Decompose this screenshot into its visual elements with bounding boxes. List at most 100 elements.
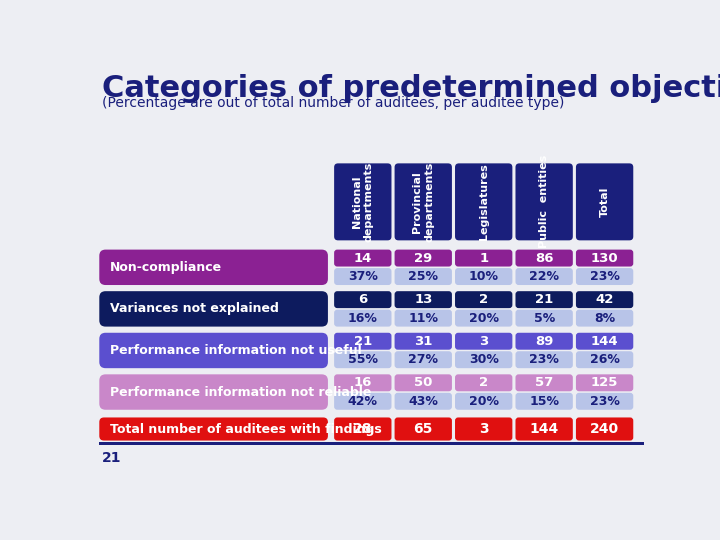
FancyBboxPatch shape [516,268,573,285]
Text: 23%: 23% [590,270,619,283]
FancyBboxPatch shape [334,268,392,285]
Text: 144: 144 [591,335,618,348]
FancyBboxPatch shape [334,309,392,327]
FancyBboxPatch shape [334,291,392,308]
Text: Legislatures: Legislatures [479,164,489,240]
FancyBboxPatch shape [99,291,328,327]
FancyBboxPatch shape [334,417,392,441]
Text: 30%: 30% [469,353,499,366]
Text: 20%: 20% [469,395,499,408]
Text: Performance information not useful: Performance information not useful [110,344,362,357]
FancyBboxPatch shape [455,164,513,240]
FancyBboxPatch shape [455,374,513,392]
Text: Public  entities: Public entities [539,155,549,248]
Text: 5%: 5% [534,312,555,325]
Text: 86: 86 [535,252,554,265]
Text: 15%: 15% [529,395,559,408]
Text: 55%: 55% [348,353,378,366]
Text: 3: 3 [479,422,488,436]
Text: Non-compliance: Non-compliance [110,261,222,274]
FancyBboxPatch shape [455,268,513,285]
FancyBboxPatch shape [576,374,634,392]
Text: 144: 144 [529,422,559,436]
Bar [99,442,644,445]
Text: 16: 16 [354,376,372,389]
Text: 65: 65 [413,422,433,436]
Text: 14: 14 [354,252,372,265]
FancyBboxPatch shape [576,351,634,368]
FancyBboxPatch shape [576,417,634,441]
FancyBboxPatch shape [516,164,573,240]
FancyBboxPatch shape [455,249,513,267]
Text: 10%: 10% [469,270,499,283]
Text: 89: 89 [535,335,554,348]
Text: 26%: 26% [590,353,619,366]
FancyBboxPatch shape [395,374,452,392]
Text: 37%: 37% [348,270,378,283]
FancyBboxPatch shape [395,249,452,267]
Text: 28: 28 [353,422,372,436]
Text: Categories of predetermined objectives findings: Categories of predetermined objectives f… [102,74,720,103]
Text: 16%: 16% [348,312,378,325]
FancyBboxPatch shape [576,291,634,308]
FancyBboxPatch shape [516,291,573,308]
FancyBboxPatch shape [455,351,513,368]
FancyBboxPatch shape [455,309,513,327]
Text: 130: 130 [591,252,618,265]
FancyBboxPatch shape [395,393,452,410]
FancyBboxPatch shape [395,164,452,240]
Text: 43%: 43% [408,395,438,408]
FancyBboxPatch shape [395,333,452,350]
FancyBboxPatch shape [576,268,634,285]
FancyBboxPatch shape [334,393,392,410]
Text: 42: 42 [595,293,613,306]
Text: 22%: 22% [529,270,559,283]
FancyBboxPatch shape [99,417,328,441]
FancyBboxPatch shape [334,351,392,368]
Text: Total number of auditees with findings: Total number of auditees with findings [110,422,382,435]
FancyBboxPatch shape [395,417,452,441]
Text: 27%: 27% [408,353,438,366]
FancyBboxPatch shape [99,249,328,285]
FancyBboxPatch shape [576,164,634,240]
Text: 3: 3 [479,335,488,348]
FancyBboxPatch shape [99,333,328,368]
FancyBboxPatch shape [455,393,513,410]
Text: Variances not explained: Variances not explained [110,302,279,315]
Text: 11%: 11% [408,312,438,325]
FancyBboxPatch shape [455,417,513,441]
FancyBboxPatch shape [99,374,328,410]
FancyBboxPatch shape [516,393,573,410]
Text: 25%: 25% [408,270,438,283]
FancyBboxPatch shape [395,309,452,327]
Text: 1: 1 [479,252,488,265]
Text: 21: 21 [535,293,553,306]
FancyBboxPatch shape [395,291,452,308]
Text: 42%: 42% [348,395,378,408]
Text: 23%: 23% [529,353,559,366]
FancyBboxPatch shape [455,333,513,350]
FancyBboxPatch shape [516,333,573,350]
Text: 13: 13 [414,293,433,306]
FancyBboxPatch shape [334,374,392,392]
Text: 21: 21 [102,450,121,464]
Text: 240: 240 [590,422,619,436]
Text: 21: 21 [354,335,372,348]
Text: 20%: 20% [469,312,499,325]
FancyBboxPatch shape [334,164,392,240]
FancyBboxPatch shape [395,268,452,285]
FancyBboxPatch shape [516,249,573,267]
FancyBboxPatch shape [334,249,392,267]
Text: 31: 31 [414,335,433,348]
FancyBboxPatch shape [395,351,452,368]
FancyBboxPatch shape [576,393,634,410]
Text: 50: 50 [414,376,433,389]
FancyBboxPatch shape [455,291,513,308]
Text: National
departments: National departments [352,162,374,242]
FancyBboxPatch shape [516,417,573,441]
Text: 125: 125 [591,376,618,389]
FancyBboxPatch shape [576,333,634,350]
Text: 57: 57 [535,376,553,389]
Text: 8%: 8% [594,312,615,325]
Text: 6: 6 [358,293,367,306]
